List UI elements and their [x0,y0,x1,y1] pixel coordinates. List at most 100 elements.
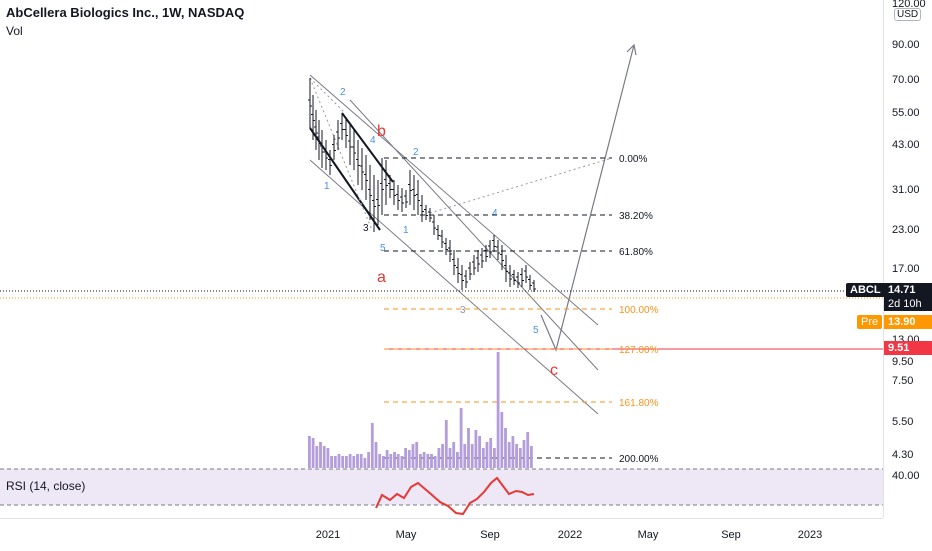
last-price-tag[interactable]: 14.71 [884,283,932,297]
wave-label-minor-1a: 1 [324,181,330,192]
volume-bar [404,448,407,468]
volume-bar [507,442,511,468]
premarket-label-tag[interactable]: Pre [857,315,883,329]
wave-label-minor-4a: 4 [370,135,376,146]
volume-bar [389,454,393,468]
wave-label-minor-1b: 1 [403,225,409,236]
price-tick: 5.50 [892,416,914,428]
volume-bar [341,456,345,468]
volume-bar [422,452,426,468]
volume-bar [370,423,374,468]
fib-level-label: 0.00% [619,154,647,165]
volume-bar [400,456,404,468]
volume-bar [385,450,389,468]
volume-bar [363,458,367,468]
volume-bar [378,454,382,468]
premarket-price-tag[interactable]: 13.90 [884,315,932,329]
rsi-tick: 40.00 [892,470,920,482]
volume-bar [474,430,478,468]
wave-label-minor-3a: 3 [363,223,369,234]
time-tick: 2021 [315,529,341,541]
price-tick: 120.00 [892,0,926,10]
fib-level-label: 100.00% [619,305,659,316]
rsi-line [375,476,535,516]
time-axis[interactable]: 2021 May Sep 2022 May Sep 2023 [0,518,883,551]
volume-bar [511,436,515,468]
volume-bar [530,446,533,468]
volume-bar [374,442,378,468]
volume-bar [463,444,467,468]
chart-title[interactable]: AbCellera Biologics Inc., 1W, NASDAQ [6,5,245,20]
volume-bar [308,436,311,468]
volume-bar [359,454,363,468]
target-price-tag[interactable]: 9.51 [884,341,932,355]
time-tick: Sep [721,529,741,541]
dotted-projection-lines [309,77,613,231]
wave-label-a: a [377,269,386,286]
fib-level-label: 127.00% [619,345,659,356]
volume-bar [356,454,359,468]
time-tick: 2022 [557,529,583,541]
wave-label-minor-2a: 2 [340,87,346,98]
countdown-tag: 2d 10h [884,297,932,311]
volume-bar [518,448,522,468]
volume-bar [419,454,422,468]
volume-bar [444,420,448,468]
wave-label-minor-5a: 5 [380,243,386,254]
volume-bar [333,456,337,468]
volume-bar [393,452,396,468]
volume-bar [330,456,333,468]
trend-channel-mid [349,99,599,371]
volume-bar [315,446,319,468]
wave-label-minor-3b: 3 [460,305,466,316]
price-tick: 43.00 [892,139,920,151]
volume-bar [496,352,500,468]
projection-arrow[interactable] [540,43,637,352]
volume-bar [326,448,330,468]
wave-label-minor-2b: 2 [413,147,419,158]
wave-label-minor-5b: 5 [533,325,539,336]
price-chart-canvas[interactable]: 0.00% 38.20% 61.80% 100.00% 127.00% 161.80% 20… [0,0,883,468]
price-tick: 90.00 [892,39,920,51]
volume-bar [478,436,481,468]
volume-bar [489,438,493,468]
wave-labels: a b c 1 2 3 4 5 1 2 3 4 5 [324,87,558,379]
fib-level-label: 200.00% [619,454,659,465]
volume-bar [526,432,530,468]
price-axis[interactable]: 120.00 USD 90.00 70.00 55.00 43.00 31.00… [846,0,932,518]
volume-bar [382,456,385,468]
wave-label-minor-4b: 4 [492,208,498,219]
volume-bar [426,454,430,468]
volume-bar [467,428,470,468]
volume-bar [485,442,489,468]
trend-channel-outer[interactable] [309,74,599,415]
fibonacci-extension[interactable]: 0.00% 38.20% 61.80% 100.00% 127.00% 161.80% 20… [384,154,659,465]
currency-selector[interactable]: USD [894,8,922,21]
time-tick: Sep [480,529,500,541]
volume-bar [452,442,456,468]
volume-bar [522,440,526,468]
volume-bar [411,444,415,468]
volume-bar [396,454,400,468]
volume-bar [433,456,437,468]
rsi-canvas [0,468,883,516]
volume-bar [515,444,518,468]
volume-bar [352,456,356,468]
price-bars [308,78,536,292]
rsi-legend[interactable]: RSI (14, close) [6,479,86,493]
price-tick: 70.00 [892,74,920,86]
price-chart-pane[interactable]: 0.00% 38.20% 61.80% 100.00% 127.00% 161.80% 20… [0,0,883,468]
symbol-tag[interactable]: ABCL [846,283,885,297]
volume-bar [322,446,326,468]
volume-bar [500,412,504,468]
fib-level-label: 38.20% [619,211,653,222]
rsi-pane[interactable]: RSI (14, close) [0,468,883,518]
volume-bar [448,448,452,468]
volume-bar [441,444,444,468]
price-tick: 23.00 [892,224,920,236]
price-tick: 7.50 [892,375,914,387]
time-tick: 2023 [797,529,823,541]
volume-legend[interactable]: Vol [6,24,23,38]
volume-bar [459,408,463,468]
volume-bar [415,442,419,468]
